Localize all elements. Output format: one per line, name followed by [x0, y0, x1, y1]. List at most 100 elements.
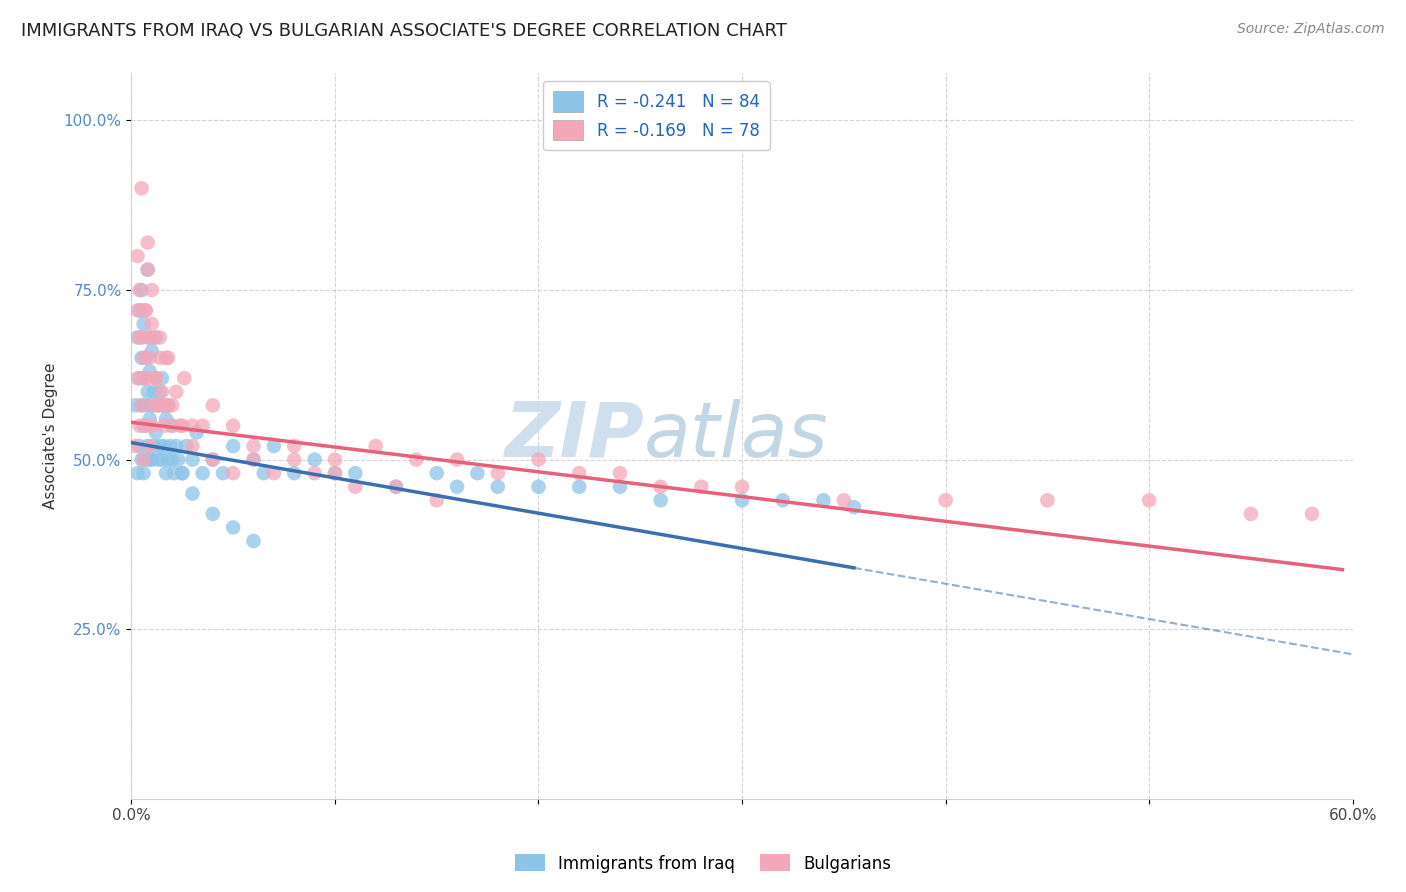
Point: [163, 466, 186, 480]
Point: [842, 500, 865, 514]
Point: [131, 181, 153, 195]
Point: [1036, 493, 1059, 508]
Point: [201, 398, 224, 412]
Point: [201, 452, 224, 467]
Point: [128, 371, 150, 385]
Point: [157, 452, 180, 467]
Point: [813, 493, 835, 508]
Point: [157, 351, 180, 365]
Point: [176, 439, 198, 453]
Point: [145, 371, 167, 385]
Point: [650, 493, 672, 508]
Point: [135, 398, 157, 412]
Point: [136, 235, 159, 250]
Point: [136, 262, 159, 277]
Point: [242, 452, 264, 467]
Point: [132, 466, 155, 480]
Point: [731, 480, 754, 494]
Point: [323, 452, 346, 467]
Point: [127, 330, 149, 344]
Point: [145, 330, 167, 344]
Y-axis label: Associate's Degree: Associate's Degree: [44, 363, 58, 509]
Point: [467, 466, 489, 480]
Point: [132, 351, 155, 365]
Point: [135, 303, 157, 318]
Point: [131, 303, 153, 318]
Point: [128, 303, 150, 318]
Point: [181, 452, 204, 467]
Point: [127, 371, 149, 385]
Point: [128, 330, 150, 344]
Point: [131, 452, 153, 467]
Point: [127, 303, 149, 318]
Point: [304, 452, 326, 467]
Point: [132, 371, 155, 385]
Point: [131, 398, 153, 412]
Point: [157, 398, 180, 412]
Point: [242, 452, 264, 467]
Point: [609, 480, 631, 494]
Point: [160, 398, 183, 412]
Point: [222, 439, 245, 453]
Point: [150, 398, 173, 412]
Point: [186, 425, 208, 440]
Point: [138, 351, 160, 365]
Point: [135, 351, 157, 365]
Point: [153, 439, 176, 453]
Point: [145, 371, 167, 385]
Point: [263, 466, 285, 480]
Point: [385, 480, 408, 494]
Point: [426, 466, 449, 480]
Legend: R = -0.241   N = 84, R = -0.169   N = 78: R = -0.241 N = 84, R = -0.169 N = 78: [543, 81, 769, 151]
Point: [127, 249, 149, 263]
Point: [146, 398, 169, 412]
Point: [146, 398, 169, 412]
Point: [128, 283, 150, 297]
Point: [124, 398, 146, 412]
Point: [141, 398, 163, 412]
Point: [138, 412, 160, 426]
Point: [142, 398, 165, 412]
Point: [138, 439, 160, 453]
Point: [149, 439, 172, 453]
Point: [212, 466, 235, 480]
Point: [153, 398, 176, 412]
Point: [527, 452, 550, 467]
Point: [323, 466, 346, 480]
Point: [155, 466, 177, 480]
Point: [132, 452, 155, 467]
Point: [426, 493, 449, 508]
Point: [181, 486, 204, 500]
Text: Source: ZipAtlas.com: Source: ZipAtlas.com: [1237, 22, 1385, 37]
Point: [364, 439, 387, 453]
Point: [1301, 507, 1323, 521]
Point: [150, 452, 173, 467]
Point: [650, 480, 672, 494]
Point: [136, 439, 159, 453]
Point: [131, 330, 153, 344]
Point: [304, 466, 326, 480]
Point: [1240, 507, 1263, 521]
Point: [145, 371, 167, 385]
Point: [157, 398, 180, 412]
Point: [222, 520, 245, 534]
Point: [191, 418, 214, 433]
Point: [132, 317, 155, 331]
Point: [136, 330, 159, 344]
Point: [132, 418, 155, 433]
Point: [173, 371, 195, 385]
Point: [131, 398, 153, 412]
Point: [283, 452, 305, 467]
Point: [141, 452, 163, 467]
Point: [165, 439, 187, 453]
Point: [222, 466, 245, 480]
Point: [124, 439, 146, 453]
Text: IMMIGRANTS FROM IRAQ VS BULGARIAN ASSOCIATE'S DEGREE CORRELATION CHART: IMMIGRANTS FROM IRAQ VS BULGARIAN ASSOCI…: [21, 22, 787, 40]
Point: [160, 452, 183, 467]
Point: [1137, 493, 1160, 508]
Point: [486, 466, 509, 480]
Point: [149, 384, 172, 399]
Point: [132, 371, 155, 385]
Point: [385, 480, 408, 494]
Point: [153, 418, 176, 433]
